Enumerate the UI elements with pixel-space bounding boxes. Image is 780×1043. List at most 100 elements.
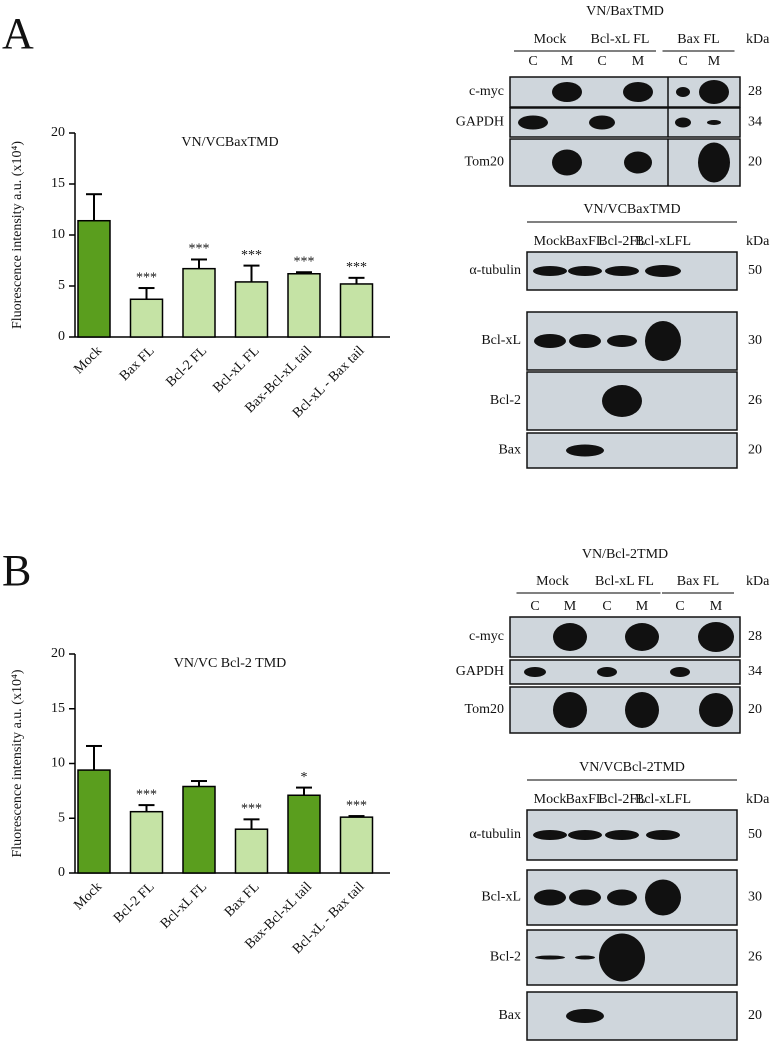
kda-unit: kDa bbox=[746, 32, 770, 47]
bar bbox=[339, 816, 374, 874]
blot-band bbox=[553, 623, 587, 651]
blot-band bbox=[552, 82, 582, 102]
bar bbox=[182, 785, 216, 874]
blot-title: VN/BaxTMD bbox=[586, 4, 664, 19]
lane-label: M bbox=[636, 599, 649, 614]
kda-value: 20 bbox=[748, 443, 762, 458]
lane-label: M bbox=[632, 54, 645, 69]
bar bbox=[234, 281, 269, 338]
row-label: c-myc bbox=[469, 84, 504, 99]
kda-value: 28 bbox=[748, 629, 762, 644]
blot-strip bbox=[509, 659, 741, 685]
blot-band bbox=[599, 933, 645, 982]
x-tick-label: Mock bbox=[71, 343, 105, 377]
blot-band bbox=[646, 830, 680, 840]
group-label: Bcl-xL FL bbox=[591, 32, 650, 47]
lane-label: M bbox=[710, 599, 723, 614]
bar bbox=[287, 273, 321, 338]
x-tick-label: Bcl-2 FL bbox=[163, 343, 210, 390]
lane-label: M bbox=[564, 599, 577, 614]
group-label: Bax FL bbox=[677, 32, 719, 47]
y-tick-label: 0 bbox=[58, 865, 65, 880]
lane-label: M bbox=[708, 54, 721, 69]
significance-label: * bbox=[301, 770, 308, 785]
lane-label: C bbox=[530, 599, 539, 614]
bar bbox=[77, 219, 111, 338]
kda-unit: kDa bbox=[746, 792, 770, 807]
blot-band bbox=[607, 889, 637, 906]
row-label: α-tubulin bbox=[469, 263, 521, 278]
row-label: GAPDH bbox=[456, 664, 504, 679]
significance-label: *** bbox=[241, 248, 262, 263]
significance-label: *** bbox=[189, 242, 210, 257]
y-tick-label: 20 bbox=[51, 646, 65, 661]
blot-band bbox=[605, 830, 639, 840]
significance-label: *** bbox=[136, 270, 157, 285]
y-tick-label: 15 bbox=[51, 176, 65, 191]
lane-label: BaxFL bbox=[566, 792, 605, 807]
lane-label: Bcl-2FL bbox=[598, 234, 645, 249]
bar bbox=[77, 769, 111, 874]
significance-label: *** bbox=[241, 802, 262, 817]
blot-band bbox=[533, 830, 567, 840]
blot-band bbox=[698, 142, 730, 183]
blot-band bbox=[534, 889, 566, 906]
row-label: Tom20 bbox=[465, 155, 504, 170]
blot-band bbox=[602, 385, 642, 417]
blot-strip bbox=[509, 107, 741, 138]
significance-label: *** bbox=[346, 260, 367, 275]
blot-band bbox=[699, 80, 729, 104]
y-tick-label: 10 bbox=[51, 756, 65, 771]
blot-band bbox=[524, 667, 546, 677]
lane-label: BaxFL bbox=[566, 234, 605, 249]
kda-value: 34 bbox=[748, 115, 762, 130]
blot-band bbox=[605, 266, 639, 276]
blot-band bbox=[707, 120, 721, 125]
kda-value: 26 bbox=[748, 950, 762, 965]
y-axis-label: Fluorescence intensity a.u. (x10⁴) bbox=[10, 141, 25, 329]
x-tick-label: Bcl-2 FL bbox=[111, 879, 158, 926]
kda-unit: kDa bbox=[746, 574, 770, 589]
blot-band bbox=[698, 622, 734, 652]
x-tick-label: Bcl-xL FL bbox=[210, 343, 262, 395]
blot-title: VN/Bcl-2TMD bbox=[582, 547, 668, 562]
row-label: Bcl-2 bbox=[490, 393, 521, 408]
bar bbox=[129, 298, 164, 338]
blot-band bbox=[566, 444, 604, 457]
blot-title: VN/VCBcl-2TMD bbox=[579, 760, 685, 775]
blot-band bbox=[568, 830, 602, 840]
blot-title: VN/VCBaxTMD bbox=[583, 202, 680, 217]
blot-band bbox=[645, 321, 681, 361]
blot-strip bbox=[526, 432, 738, 469]
panel-label: A bbox=[2, 9, 34, 58]
lane-label: Bcl-2FL bbox=[598, 792, 645, 807]
chart-title: VN/VCBaxTMD bbox=[181, 135, 278, 150]
kda-value: 20 bbox=[748, 702, 762, 717]
row-label: Bax bbox=[498, 443, 521, 458]
significance-label: *** bbox=[294, 254, 315, 269]
lane-label: C bbox=[602, 599, 611, 614]
kda-value: 20 bbox=[748, 1008, 762, 1023]
blot-band bbox=[597, 667, 617, 677]
lane-label: C bbox=[678, 54, 687, 69]
kda-value: 30 bbox=[748, 890, 762, 905]
row-label: Bcl-xL bbox=[481, 333, 521, 348]
bar bbox=[182, 267, 216, 338]
blot-strip bbox=[526, 991, 738, 1041]
row-label: Bax bbox=[498, 1008, 521, 1023]
significance-label: *** bbox=[346, 798, 367, 813]
blot-band bbox=[533, 266, 567, 276]
group-label: Mock bbox=[536, 574, 569, 589]
lane-label: Mock bbox=[534, 792, 567, 807]
blot-band bbox=[569, 334, 601, 348]
blot-band bbox=[566, 1009, 604, 1023]
kda-value: 30 bbox=[748, 333, 762, 348]
kda-value: 28 bbox=[748, 84, 762, 99]
row-label: c-myc bbox=[469, 629, 504, 644]
lane-label: Mock bbox=[534, 234, 567, 249]
blot-band bbox=[645, 265, 681, 277]
x-tick-label: Bax FL bbox=[222, 879, 263, 920]
blot-band bbox=[568, 266, 602, 276]
y-tick-label: 20 bbox=[51, 125, 65, 140]
